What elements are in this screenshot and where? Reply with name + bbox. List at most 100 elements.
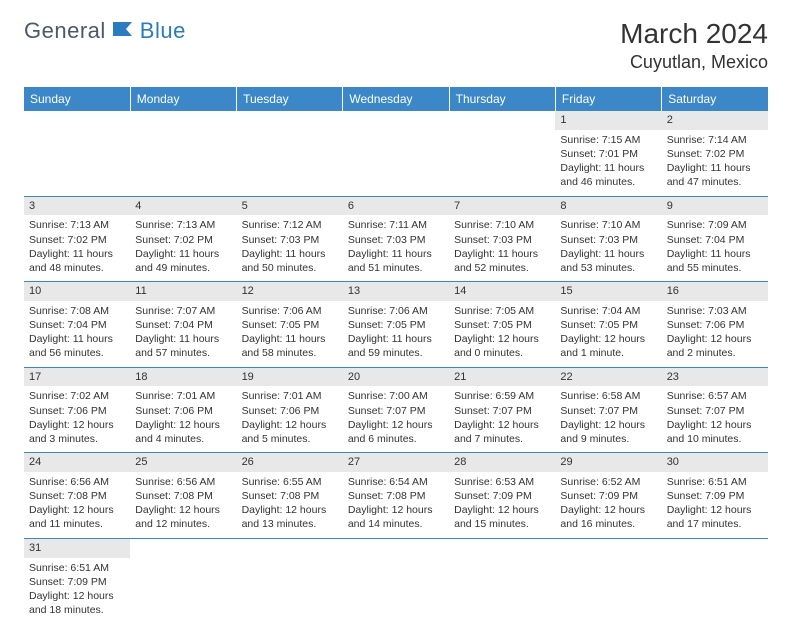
- sunrise-text: Sunrise: 7:03 AM: [667, 304, 763, 318]
- calendar-day-cell: 8Sunrise: 7:10 AMSunset: 7:03 PMDaylight…: [555, 196, 661, 282]
- sunrise-text: Sunrise: 6:57 AM: [667, 389, 763, 403]
- calendar-week-row: 24Sunrise: 6:56 AMSunset: 7:08 PMDayligh…: [24, 453, 768, 539]
- day-header: Sunday: [24, 87, 130, 111]
- sunrise-text: Sunrise: 7:14 AM: [667, 133, 763, 147]
- sunrise-text: Sunrise: 7:12 AM: [242, 218, 338, 232]
- calendar-day-cell: 20Sunrise: 7:00 AMSunset: 7:07 PMDayligh…: [343, 367, 449, 453]
- sunrise-text: Sunrise: 7:10 AM: [454, 218, 550, 232]
- day-number: 11: [130, 282, 236, 301]
- calendar-day-cell: 19 Sunrise: 7:01 AMSunset: 7:06 PMDayligh…: [237, 367, 343, 453]
- calendar-day-cell: 7Sunrise: 7:10 AMSunset: 7:03 PMDaylight…: [449, 196, 555, 282]
- sunset-text: Sunset: 7:06 PM: [135, 404, 231, 418]
- header: General Blue March 2024 Cuyutlan, Mexico: [24, 18, 768, 73]
- day-header: Thursday: [449, 87, 555, 111]
- daylight-text: Daylight: 11 hours and 47 minutes.: [667, 161, 763, 189]
- daylight-text: Daylight: 11 hours and 59 minutes.: [348, 332, 444, 360]
- day-number: 31: [24, 539, 130, 558]
- day-number: 20: [343, 368, 449, 387]
- sunrise-text: Sunrise: 7:13 AM: [29, 218, 125, 232]
- sunrise-text: Sunrise: 6:59 AM: [454, 389, 550, 403]
- sunset-text: Sunset: 7:09 PM: [560, 489, 656, 503]
- day-number: 12: [237, 282, 343, 301]
- calendar-day-cell: 30 Sunrise: 6:51 AMSunset: 7:09 PMDayligh…: [662, 453, 768, 539]
- calendar-week-row: 3Sunrise: 7:13 AMSunset: 7:02 PMDaylight…: [24, 196, 768, 282]
- day-number: 28: [449, 453, 555, 472]
- daylight-text: Daylight: 12 hours and 15 minutes.: [454, 503, 550, 531]
- calendar-day-cell: 10Sunrise: 7:08 AMSunset: 7:04 PMDayligh…: [24, 282, 130, 368]
- logo-text-blue: Blue: [140, 18, 186, 44]
- title-block: March 2024 Cuyutlan, Mexico: [620, 18, 768, 73]
- sunrise-text: Sunrise: 7:01 AM: [135, 389, 231, 403]
- calendar-week-row: 31 Sunrise: 6:51 AMSunset: 7:09 PMDayligh…: [24, 538, 768, 623]
- day-number: 2: [662, 111, 768, 130]
- calendar-day-cell: [343, 538, 449, 623]
- day-number: 19: [237, 368, 343, 387]
- calendar-day-cell: 15Sunrise: 7:04 AMSunset: 7:05 PMDayligh…: [555, 282, 661, 368]
- sunrise-text: Sunrise: 7:01 AM: [242, 389, 338, 403]
- day-number: 17: [24, 368, 130, 387]
- sunset-text: Sunset: 7:09 PM: [667, 489, 763, 503]
- daylight-text: Daylight: 12 hours and 18 minutes.: [29, 589, 125, 617]
- sunrise-text: Sunrise: 7:07 AM: [135, 304, 231, 318]
- daylight-text: Daylight: 11 hours and 56 minutes.: [29, 332, 125, 360]
- day-header: Tuesday: [237, 87, 343, 111]
- calendar-day-cell: 21Sunrise: 6:59 AMSunset: 7:07 PMDayligh…: [449, 367, 555, 453]
- calendar-day-cell: 4Sunrise: 7:13 AMSunset: 7:02 PMDaylight…: [130, 196, 236, 282]
- daylight-text: Daylight: 12 hours and 3 minutes.: [29, 418, 125, 446]
- daylight-text: Daylight: 12 hours and 17 minutes.: [667, 503, 763, 531]
- sunrise-text: Sunrise: 6:51 AM: [667, 475, 763, 489]
- day-number: 8: [555, 197, 661, 216]
- day-header: Monday: [130, 87, 236, 111]
- calendar-day-cell: 3Sunrise: 7:13 AMSunset: 7:02 PMDaylight…: [24, 196, 130, 282]
- sunrise-text: Sunrise: 7:04 AM: [560, 304, 656, 318]
- day-number: 10: [24, 282, 130, 301]
- calendar-day-cell: [237, 111, 343, 196]
- day-number: 18: [130, 368, 236, 387]
- day-number: 30: [662, 453, 768, 472]
- logo-flag-icon: [112, 20, 138, 43]
- sunrise-text: Sunrise: 6:55 AM: [242, 475, 338, 489]
- sunset-text: Sunset: 7:03 PM: [348, 233, 444, 247]
- sunset-text: Sunset: 7:09 PM: [29, 575, 125, 589]
- sunset-text: Sunset: 7:06 PM: [242, 404, 338, 418]
- daylight-text: Daylight: 11 hours and 48 minutes.: [29, 247, 125, 275]
- calendar-day-cell: 22Sunrise: 6:58 AMSunset: 7:07 PMDayligh…: [555, 367, 661, 453]
- daylight-text: Daylight: 12 hours and 10 minutes.: [667, 418, 763, 446]
- daylight-text: Daylight: 12 hours and 1 minute.: [560, 332, 656, 360]
- sunrise-text: Sunrise: 7:11 AM: [348, 218, 444, 232]
- calendar-day-cell: [130, 111, 236, 196]
- calendar-week-row: 10Sunrise: 7:08 AMSunset: 7:04 PMDayligh…: [24, 282, 768, 368]
- calendar-body: 1Sunrise: 7:15 AMSunset: 7:01 PMDaylight…: [24, 111, 768, 623]
- day-number: 25: [130, 453, 236, 472]
- sunrise-text: Sunrise: 6:58 AM: [560, 389, 656, 403]
- sunrise-text: Sunrise: 7:10 AM: [560, 218, 656, 232]
- day-number: 24: [24, 453, 130, 472]
- daylight-text: Daylight: 11 hours and 46 minutes.: [560, 161, 656, 189]
- sunset-text: Sunset: 7:05 PM: [348, 318, 444, 332]
- daylight-text: Daylight: 11 hours and 58 minutes.: [242, 332, 338, 360]
- calendar-day-cell: 26Sunrise: 6:55 AMSunset: 7:08 PMDayligh…: [237, 453, 343, 539]
- sunrise-text: Sunrise: 6:52 AM: [560, 475, 656, 489]
- calendar-day-cell: 2 Sunrise: 7:14 AMSunset: 7:02 PMDaylight…: [662, 111, 768, 196]
- sunset-text: Sunset: 7:01 PM: [560, 147, 656, 161]
- day-header: Wednesday: [343, 87, 449, 111]
- daylight-text: Daylight: 12 hours and 7 minutes.: [454, 418, 550, 446]
- daylight-text: Daylight: 12 hours and 14 minutes.: [348, 503, 444, 531]
- calendar-day-cell: 13Sunrise: 7:06 AMSunset: 7:05 PMDayligh…: [343, 282, 449, 368]
- day-number: 22: [555, 368, 661, 387]
- sunset-text: Sunset: 7:02 PM: [667, 147, 763, 161]
- calendar-day-cell: [343, 111, 449, 196]
- sunset-text: Sunset: 7:05 PM: [560, 318, 656, 332]
- daylight-text: Daylight: 11 hours and 52 minutes.: [454, 247, 550, 275]
- daylight-text: Daylight: 12 hours and 5 minutes.: [242, 418, 338, 446]
- calendar-table: SundayMondayTuesdayWednesdayThursdayFrid…: [24, 87, 768, 623]
- sunrise-text: Sunrise: 7:06 AM: [242, 304, 338, 318]
- sunset-text: Sunset: 7:07 PM: [348, 404, 444, 418]
- day-header-row: SundayMondayTuesdayWednesdayThursdayFrid…: [24, 87, 768, 111]
- sunrise-text: Sunrise: 6:51 AM: [29, 561, 125, 575]
- daylight-text: Daylight: 11 hours and 49 minutes.: [135, 247, 231, 275]
- daylight-text: Daylight: 12 hours and 6 minutes.: [348, 418, 444, 446]
- calendar-day-cell: 9Sunrise: 7:09 AMSunset: 7:04 PMDaylight…: [662, 196, 768, 282]
- sunset-text: Sunset: 7:08 PM: [29, 489, 125, 503]
- sunset-text: Sunset: 7:04 PM: [135, 318, 231, 332]
